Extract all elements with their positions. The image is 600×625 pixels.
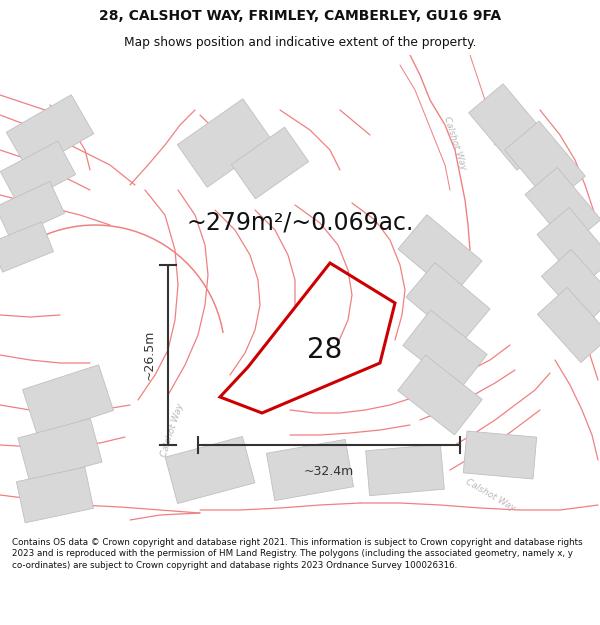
Polygon shape (463, 431, 536, 479)
Text: Calshot Way: Calshot Way (159, 402, 185, 458)
Polygon shape (0, 181, 65, 239)
Polygon shape (6, 95, 94, 171)
Polygon shape (541, 249, 600, 324)
Polygon shape (165, 436, 255, 504)
Text: ~32.4m: ~32.4m (304, 465, 354, 478)
Polygon shape (538, 288, 600, 362)
Polygon shape (18, 419, 102, 481)
Text: 28, CALSHOT WAY, FRIMLEY, CAMBERLEY, GU16 9FA: 28, CALSHOT WAY, FRIMLEY, CAMBERLEY, GU1… (99, 9, 501, 24)
Text: Calshot Way: Calshot Way (464, 477, 517, 513)
Polygon shape (178, 99, 272, 188)
Polygon shape (398, 214, 482, 296)
Text: Calshot Way: Calshot Way (442, 115, 468, 171)
Text: 28: 28 (307, 336, 343, 364)
Polygon shape (525, 168, 600, 246)
Text: ~279m²/~0.069ac.: ~279m²/~0.069ac. (187, 211, 413, 235)
Polygon shape (537, 208, 600, 286)
Text: ~26.5m: ~26.5m (143, 330, 156, 380)
Polygon shape (403, 310, 487, 390)
Polygon shape (16, 467, 94, 523)
Polygon shape (469, 84, 551, 170)
Polygon shape (505, 121, 586, 205)
Polygon shape (266, 439, 353, 501)
Polygon shape (365, 444, 445, 496)
Polygon shape (406, 262, 490, 343)
Polygon shape (398, 355, 482, 435)
Text: Map shows position and indicative extent of the property.: Map shows position and indicative extent… (124, 36, 476, 49)
Text: Contains OS data © Crown copyright and database right 2021. This information is : Contains OS data © Crown copyright and d… (12, 538, 583, 570)
Polygon shape (1, 141, 76, 205)
Polygon shape (23, 365, 113, 435)
Polygon shape (0, 222, 53, 272)
Polygon shape (232, 127, 308, 199)
